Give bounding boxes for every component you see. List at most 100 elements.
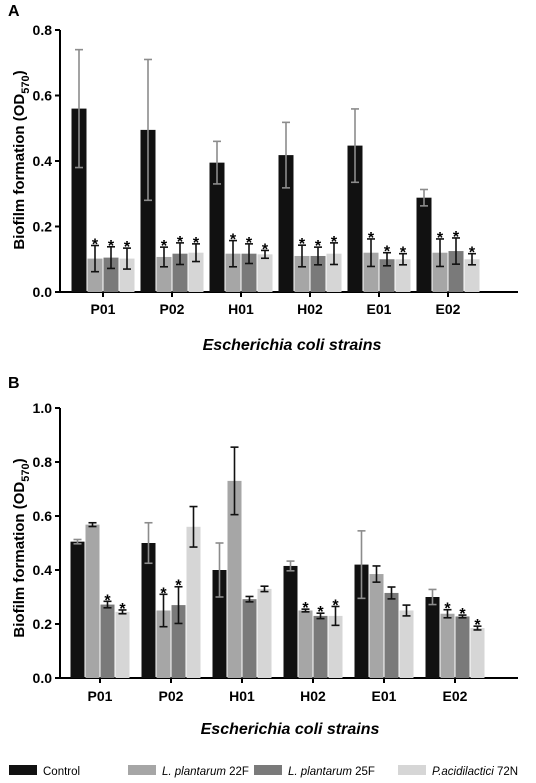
panel-b-bar-pa72n <box>470 628 485 678</box>
panel-b-bar-control <box>70 541 85 678</box>
legend-label-lp25f: L. plantarum 25F <box>288 766 375 778</box>
legend-item-lp22f: L. plantarum 22F <box>128 765 249 778</box>
panel-a-x-tick-label: E02 <box>436 301 461 317</box>
panel-a-significance-mark: * <box>400 245 407 262</box>
panel-b-y-axis-title: Biofilm formation (OD570) <box>11 458 32 637</box>
panel-a-x-tick-label: P01 <box>91 301 116 317</box>
panel-a-significance-mark: * <box>469 245 476 262</box>
legend-item-pa72n: P.acidilactici 72N <box>398 765 518 778</box>
panel-a-x-tick-label: P02 <box>160 301 185 317</box>
panel-a-x-tick-label: H01 <box>228 301 254 317</box>
panel-b-bar-control <box>425 597 440 678</box>
svg-text:Biofilm formation (OD570): Biofilm formation (OD570) <box>11 458 32 637</box>
panel-a-bar-pa72n <box>464 259 480 292</box>
legend-swatch-control <box>9 765 37 775</box>
panel-b-significance-mark: * <box>459 606 466 623</box>
panel-a-bar-pa72n <box>257 254 273 292</box>
panel-a-x-axis-title: Escherichia coli strains <box>203 337 382 354</box>
panel-b-x-tick-label: H02 <box>300 688 326 704</box>
panel-b-x-tick-label: P01 <box>88 688 113 704</box>
panel-a-x-tick-label: E01 <box>367 301 392 317</box>
panel-b-x-tick-label: E02 <box>443 688 468 704</box>
panel-b-significance-mark: * <box>444 601 451 618</box>
panel-a-y-tick-label: 0.4 <box>33 153 53 169</box>
panel-a-bar-lp22f <box>156 256 172 292</box>
panel-a-bar-pa72n <box>119 258 135 292</box>
panel-a-significance-mark: * <box>331 234 338 251</box>
panel-a-significance-mark: * <box>193 235 200 252</box>
panel-a-letter: A <box>8 3 20 20</box>
panel-a-bar-control <box>209 162 225 292</box>
legend-item-lp25f: L. plantarum 25F <box>254 765 375 778</box>
panel-a-significance-mark: * <box>315 238 322 255</box>
panel-b-significance-mark: * <box>160 585 167 602</box>
panel-a-bar-lp25f <box>103 257 119 292</box>
panel-a-bar-lp25f <box>448 251 464 292</box>
panel-b-bar-lp22f <box>85 524 100 678</box>
panel-a-significance-mark: * <box>177 234 184 251</box>
panel-a-bar-pa72n <box>188 252 204 292</box>
panel-b-y-tick-label: 0.8 <box>33 454 53 470</box>
panel-a-significance-mark: * <box>368 230 375 247</box>
panel-a-x-tick-label: H02 <box>297 301 323 317</box>
panel-b-bar-pa72n <box>399 610 414 678</box>
panel-b-y-tick-label: 0.6 <box>33 508 53 524</box>
panel-a-significance-mark: * <box>437 230 444 247</box>
panel-a-bar-lp22f <box>363 252 379 292</box>
panel-b-y-axis-title-close: ) <box>11 458 28 463</box>
panel-b-bar-lp22f <box>298 610 313 678</box>
panel-b-letter: B <box>8 375 20 392</box>
legend-swatch-pa72n <box>398 765 426 775</box>
panel-b-bar-pa72n <box>115 611 130 678</box>
panel-b-bar-control <box>354 564 369 678</box>
panel-b-bar-lp22f <box>369 574 384 678</box>
legend: Control L. plantarum 22F L. plantarum 25… <box>9 765 518 778</box>
panel-a-bar-lp22f <box>294 255 310 292</box>
panel-b-significance-mark: * <box>317 604 324 621</box>
panel-a-y-tick-label: 0.2 <box>33 219 53 235</box>
panel-b-x-tick-label: P02 <box>159 688 184 704</box>
panel-a-bar-lp22f <box>87 258 103 292</box>
panel-b-bar-pa72n <box>186 526 201 678</box>
panel-a-y-axis-title-main: Biofilm formation (OD <box>11 94 28 250</box>
panel-a-significance-mark: * <box>453 229 460 246</box>
legend-swatch-lp22f <box>128 765 156 775</box>
panel-a-significance-mark: * <box>246 235 253 252</box>
panel-a-bar-lp22f <box>225 253 241 292</box>
panel-a-y-axis-title-close: ) <box>11 70 28 75</box>
panel-b-significance-mark: * <box>119 601 126 618</box>
panel-a-significance-mark: * <box>230 232 237 249</box>
panel-b-bar-lp25f <box>100 604 115 678</box>
panel-b-bar-lp25f <box>455 616 470 678</box>
panel-b-y-tick-label: 0.2 <box>33 616 53 632</box>
panel-a-bar-lp25f <box>172 253 188 292</box>
panel-a-significance-mark: * <box>384 244 391 261</box>
panel-b-bar-lp25f <box>384 592 399 678</box>
panel-b-significance-mark: * <box>474 617 481 634</box>
panel-a-bar-lp22f <box>432 252 448 292</box>
panel-b-bar-control <box>283 565 298 678</box>
panel-a-bar-control <box>140 129 156 292</box>
panel-b-significance-mark: * <box>175 578 182 595</box>
legend-label-pa72n: P.acidilactici 72N <box>432 766 518 778</box>
panel-a-significance-mark: * <box>299 236 306 253</box>
panel-b-bar-pa72n <box>328 615 343 678</box>
panel-a-y-tick-label: 0.0 <box>33 284 53 300</box>
panel-a-significance-mark: * <box>108 238 115 255</box>
panel-b-x-tick-label: H01 <box>229 688 255 704</box>
panel-b-x-axis-title: Escherichia coli strains <box>201 721 380 738</box>
panel-b: B Biofilm formation (OD570) Escherichia … <box>8 375 518 738</box>
panel-a-significance-mark: * <box>92 236 99 253</box>
panel-a-significance-mark: * <box>262 241 269 258</box>
panel-b-y-axis-title-main: Biofilm formation (OD <box>11 482 28 638</box>
panel-b-bar-lp25f <box>242 599 257 678</box>
panel-a: A Biofilm formation (OD570) Escherichia … <box>8 3 518 354</box>
panel-b-y-tick-label: 0.0 <box>33 670 53 686</box>
panel-b-x-tick-label: E01 <box>372 688 397 704</box>
panel-b-bar-control <box>141 543 156 678</box>
panel-b-significance-mark: * <box>332 597 339 614</box>
panel-a-y-tick-label: 0.8 <box>33 22 53 38</box>
panel-b-y-tick-label: 1.0 <box>33 400 53 416</box>
panel-b-y-axis-title-sub: 570 <box>20 463 32 481</box>
